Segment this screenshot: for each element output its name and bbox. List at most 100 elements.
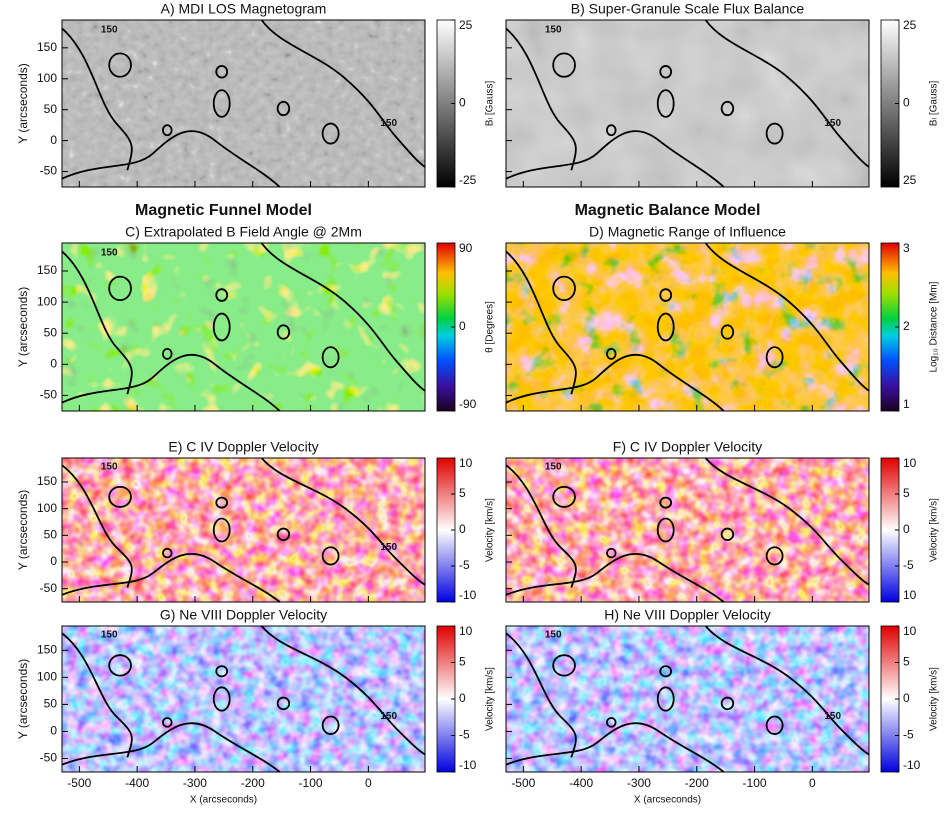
colorbar-label: Velocity [km/s] bbox=[929, 667, 940, 731]
panel: A) MDI LOS Magnetogram 150 150 -50 0 50 100 150… bbox=[16, 1, 496, 188]
colorbar-tick-label: 5 bbox=[459, 486, 466, 500]
x-tick-label: -500 bbox=[67, 776, 91, 790]
colorbar-label: θ [Degrees] bbox=[485, 301, 496, 353]
colorbar-tick-label: 0 bbox=[459, 691, 466, 705]
contour-blob bbox=[212, 517, 231, 543]
section-header: Magnetic Balance Model bbox=[575, 202, 761, 219]
y-tick-label: 50 bbox=[44, 325, 58, 339]
map-image bbox=[506, 458, 869, 602]
colorbar-tick-label: 0 bbox=[459, 522, 466, 536]
colorbar-tick-label: -10 bbox=[903, 758, 921, 772]
x-tick-label: 0 bbox=[365, 776, 372, 790]
colorbar-tick-label: 0 bbox=[903, 691, 910, 705]
frame bbox=[61, 457, 426, 603]
contour-blob bbox=[321, 346, 340, 369]
colorbar-tick-label: 2 bbox=[903, 319, 910, 333]
x-axis-label: X (arcseconds) bbox=[190, 795, 257, 806]
x-tick-label: -100 bbox=[299, 776, 323, 790]
colorbar-label: Bₗ [Gauss] bbox=[929, 81, 940, 127]
x-tick-label: -100 bbox=[743, 776, 767, 790]
contour-blob bbox=[552, 485, 576, 508]
colorbar-tick-label: 10 bbox=[903, 456, 917, 470]
y-tick-label: 100 bbox=[37, 670, 57, 684]
panel-title: B) Super-Granule Scale Flux Balance bbox=[571, 1, 805, 17]
colorbar-tick-label: 3 bbox=[903, 241, 910, 255]
contour-blob bbox=[162, 547, 173, 559]
colorbar-tick-label: -5 bbox=[459, 558, 470, 572]
section-header: Magnetic Funnel Model bbox=[135, 202, 312, 219]
contour-blob bbox=[720, 100, 735, 117]
contour-blob bbox=[321, 546, 340, 566]
contour-blob bbox=[606, 347, 617, 360]
contour-label: 150 bbox=[824, 118, 841, 129]
panel: F) C IV Doppler Velocity 150 10 5 0 -5 10 Veloc… bbox=[505, 439, 940, 603]
panel: D) Magnetic Range of Influence 3 2 1 Log₁₀ D… bbox=[505, 224, 940, 412]
contour-blob bbox=[720, 527, 735, 541]
contour-blob bbox=[108, 654, 132, 677]
y-axis-label: Y (arcseconds) bbox=[16, 287, 30, 367]
colorbar-tick-label: -10 bbox=[459, 588, 477, 602]
x-tick-label: -400 bbox=[125, 776, 149, 790]
contour-blob bbox=[659, 496, 673, 509]
contour bbox=[61, 625, 426, 773]
colorbar-tick-label: 5 bbox=[903, 486, 910, 500]
contour-blob bbox=[162, 717, 173, 728]
x-tick-label: -500 bbox=[511, 776, 535, 790]
colorbar-tick-label: -5 bbox=[459, 728, 470, 742]
contour-blob bbox=[215, 665, 229, 678]
contour bbox=[61, 242, 426, 412]
colorbar-tick-label: 10 bbox=[459, 624, 473, 638]
colorbar-tick-label: 0 bbox=[903, 96, 910, 110]
x-tick-label: -200 bbox=[685, 776, 709, 790]
contour-blob bbox=[720, 696, 735, 711]
contour-blob bbox=[321, 715, 340, 735]
contour-blob bbox=[765, 122, 784, 145]
y-tick-label: 150 bbox=[37, 474, 57, 488]
contour-blob bbox=[276, 527, 291, 541]
contour-blob bbox=[552, 275, 576, 302]
contour-blob bbox=[212, 312, 231, 342]
frame bbox=[505, 242, 870, 412]
panel-title: F) C IV Doppler Velocity bbox=[613, 439, 762, 455]
contour-label: 150 bbox=[380, 542, 397, 553]
panel: G) Ne VIII Doppler Velocity150150-500501… bbox=[16, 607, 495, 806]
colorbar-tick-label: 10 bbox=[903, 624, 917, 638]
y-tick-label: 50 bbox=[44, 528, 58, 542]
y-tick-label: 150 bbox=[37, 643, 57, 657]
y-tick-label: 0 bbox=[50, 357, 57, 371]
contour bbox=[61, 457, 426, 603]
x-tick-label: -300 bbox=[183, 776, 207, 790]
map-image bbox=[506, 20, 869, 187]
y-tick-label: -50 bbox=[40, 388, 58, 402]
contour-blob bbox=[215, 496, 229, 509]
contour-blob bbox=[215, 65, 229, 79]
colorbar-tick-label: 0 bbox=[459, 96, 466, 110]
contour-blob bbox=[108, 52, 132, 78]
contour-blob bbox=[552, 654, 576, 677]
contour-blob bbox=[162, 124, 173, 137]
y-tick-label: 150 bbox=[37, 263, 57, 277]
y-tick-label: -50 bbox=[40, 581, 58, 595]
map-image bbox=[62, 20, 425, 187]
y-tick-label: 50 bbox=[44, 697, 58, 711]
contour-blob bbox=[212, 89, 231, 118]
colorbar-tick-label: 25 bbox=[903, 173, 917, 187]
map-image bbox=[506, 243, 869, 411]
contour-blob bbox=[212, 686, 231, 712]
contour-blob bbox=[659, 65, 673, 79]
panel-title: A) MDI LOS Magnetogram bbox=[161, 1, 327, 17]
panel-title: G) Ne VIII Doppler Velocity bbox=[160, 607, 327, 623]
contour-blob bbox=[656, 686, 675, 712]
map-image bbox=[62, 458, 425, 602]
contour-blob bbox=[215, 288, 229, 302]
colorbar-tick-label: 0 bbox=[459, 319, 466, 333]
contour-label: 150 bbox=[380, 118, 397, 129]
panel-title: E) C IV Doppler Velocity bbox=[168, 439, 318, 455]
frame bbox=[61, 625, 426, 773]
contour-label: 150 bbox=[101, 461, 118, 472]
contour bbox=[505, 242, 870, 412]
x-tick-label: 0 bbox=[809, 776, 816, 790]
colorbar-tick-label: 1 bbox=[903, 397, 910, 411]
panel: B) Super-Granule Scale Flux Balance 150 15… bbox=[505, 1, 940, 188]
contour-label: 150 bbox=[101, 629, 118, 640]
